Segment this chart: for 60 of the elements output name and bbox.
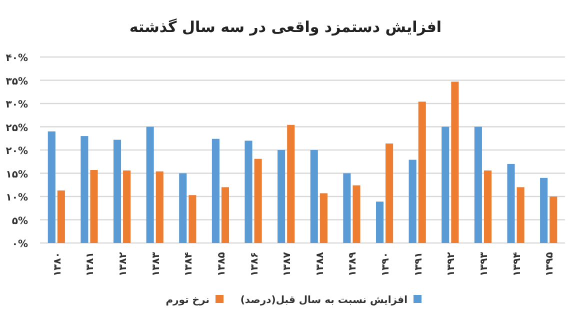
x-tick-label: ۱۳۹۵ bbox=[544, 252, 556, 276]
y-tick-label: ۳۵% bbox=[6, 76, 28, 88]
x-tick-label: ۱۳۸۴ bbox=[184, 252, 195, 276]
bar bbox=[516, 187, 524, 243]
bar bbox=[408, 160, 416, 243]
bar bbox=[212, 138, 220, 243]
x-tick-label: ۱۳۸۰ bbox=[52, 252, 64, 276]
bar bbox=[540, 178, 548, 243]
bar bbox=[507, 164, 515, 243]
legend-label: افزایش نسبت به سال قبل(درصد) bbox=[240, 295, 408, 306]
x-tick-label: ۱۳۸۸ bbox=[314, 252, 326, 276]
x-tick-label: ۱۳۸۶ bbox=[249, 252, 260, 276]
bar bbox=[287, 124, 295, 243]
bar bbox=[343, 173, 351, 243]
x-tick-label: ۱۳۸۳ bbox=[150, 252, 162, 276]
y-tick-label: ۱۵% bbox=[6, 169, 28, 180]
bar bbox=[113, 140, 122, 243]
y-tick-label: ۲۵% bbox=[6, 122, 28, 134]
bar bbox=[310, 150, 318, 243]
x-tick-label: ۱۳۹۲ bbox=[446, 252, 458, 276]
x-tick-label: ۱۳۸۵ bbox=[216, 252, 228, 276]
bar bbox=[57, 190, 65, 243]
x-tick-label: ۱۳۹۱ bbox=[413, 252, 424, 276]
bar bbox=[156, 171, 164, 243]
bar bbox=[376, 202, 384, 243]
bar bbox=[80, 136, 88, 243]
bar bbox=[221, 187, 230, 243]
bar bbox=[442, 126, 450, 243]
y-tick-label: ۴۰% bbox=[6, 53, 28, 64]
bar bbox=[146, 126, 154, 243]
bar bbox=[484, 170, 492, 243]
x-tick-label: ۱۳۸۹ bbox=[348, 252, 359, 276]
chart-title: افزایش دستمزد واقعی در سه سال گذشته bbox=[129, 18, 442, 36]
y-tick-label: ۰% bbox=[12, 239, 28, 250]
bar bbox=[254, 158, 262, 243]
legend-label: نرخ تورم bbox=[166, 295, 210, 306]
y-tick-label: ۳۰% bbox=[6, 100, 28, 110]
y-tick-label: ۲۰% bbox=[6, 146, 28, 157]
bar bbox=[352, 185, 360, 243]
x-tick-label: ۱۳۹۰ bbox=[380, 252, 392, 276]
bar bbox=[451, 82, 459, 243]
x-tick-label: ۱۳۹۴ bbox=[512, 252, 523, 276]
y-tick-label: ۵% bbox=[12, 216, 28, 227]
x-tick-label: ۱۳۸۷ bbox=[282, 252, 294, 276]
bar bbox=[386, 143, 394, 243]
x-tick-label: ۱۳۸۱ bbox=[85, 252, 96, 276]
y-tick-label: ۱۰% bbox=[6, 192, 28, 204]
bar bbox=[244, 140, 252, 243]
bar bbox=[418, 102, 426, 243]
bar bbox=[188, 195, 196, 243]
x-tick-label: ۱۳۸۲ bbox=[118, 252, 130, 276]
bar bbox=[278, 150, 286, 243]
bar bbox=[474, 126, 482, 243]
bar bbox=[550, 196, 558, 243]
bar bbox=[123, 170, 131, 243]
bar bbox=[90, 170, 98, 243]
x-tick-label: ۱۳۹۳ bbox=[478, 252, 490, 276]
bar bbox=[48, 131, 56, 243]
bar bbox=[179, 173, 187, 243]
bar bbox=[320, 193, 328, 243]
